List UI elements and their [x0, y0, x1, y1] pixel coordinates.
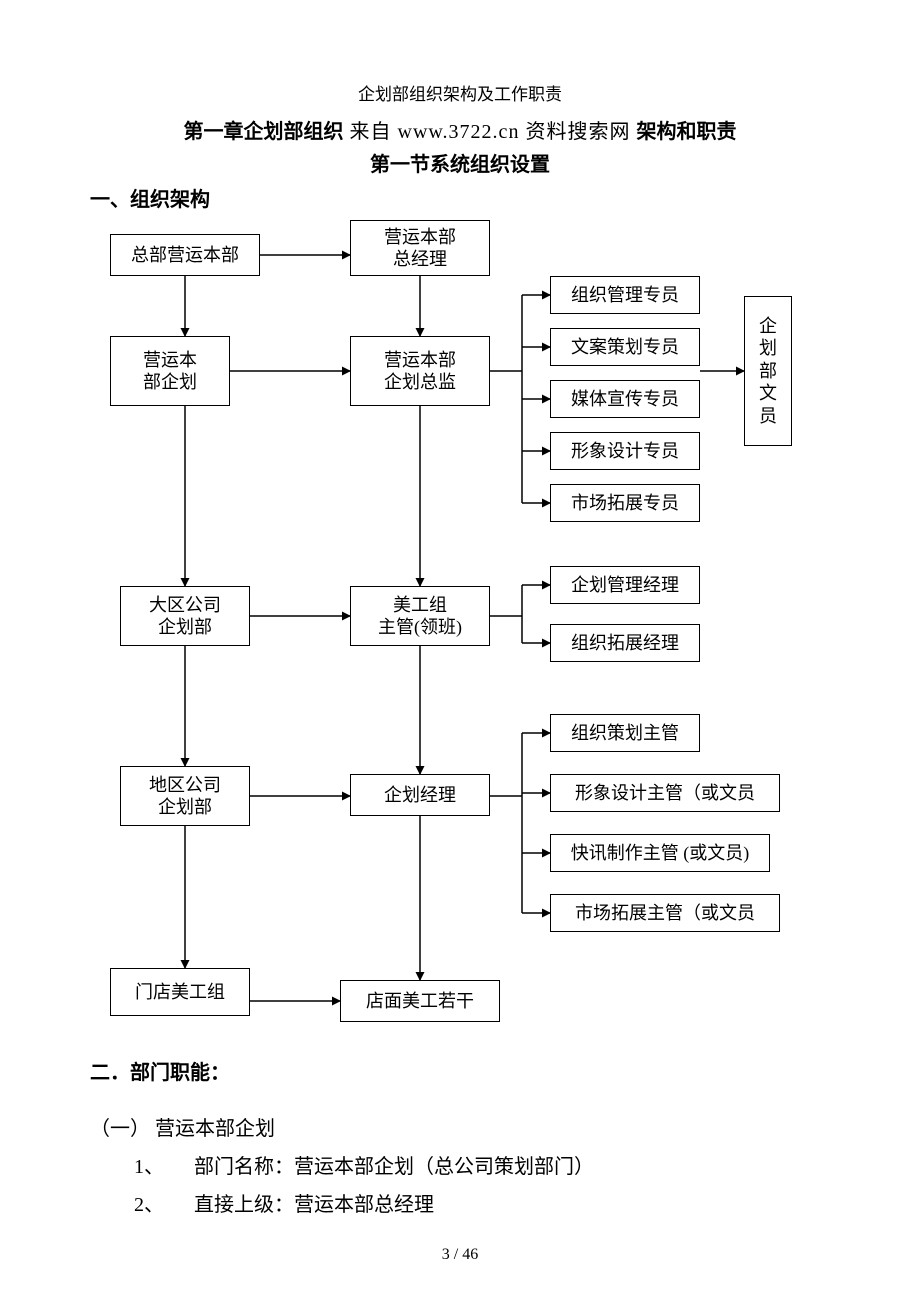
chapter-suffix: 架构和职责	[636, 115, 736, 144]
heading-dept-functions: 二．部门职能：	[90, 1054, 830, 1092]
org-node-n_art: 美工组 主管(领班)	[350, 586, 490, 646]
org-node-n_local: 地区公司 企划部	[120, 766, 250, 826]
org-node-n_spec3: 媒体宣传专员	[550, 380, 700, 418]
chapter-prefix: 第一章企划部组织	[184, 115, 344, 144]
sub-heading-1: （一） 营运本部企划	[90, 1110, 830, 1148]
org-node-n_storeart: 店面美工若干	[340, 980, 500, 1022]
heading-org-structure: 一、组织架构	[90, 183, 830, 212]
org-node-n_sup1: 组织策划主管	[550, 714, 700, 752]
org-node-n_sup3: 快讯制作主管 (或文员)	[550, 834, 770, 872]
org-node-n_mgr2: 组织拓展经理	[550, 624, 700, 662]
page-number: 3 / 46	[0, 1246, 920, 1264]
section-title: 第一节系统组织设置	[90, 148, 830, 177]
org-node-n_store: 门店美工组	[110, 968, 250, 1016]
org-node-n_sup4: 市场拓展主管（或文员	[550, 894, 780, 932]
doc-title: 企划部组织架构及工作职责	[90, 80, 830, 105]
org-node-n_gm: 营运本部 总经理	[350, 220, 490, 276]
chapter-row: 第一章企划部组织 来自 www.3722.cn 资料搜索网 架构和职责	[90, 115, 830, 144]
org-node-n_region: 大区公司 企划部	[120, 586, 250, 646]
org-node-n_clerk: 企 划 部 文 员	[744, 296, 792, 446]
org-node-n_spec1: 组织管理专员	[550, 276, 700, 314]
org-node-n_hq: 总部营运本部	[110, 234, 260, 276]
watermark-text: 来自 www.3722.cn 资料搜索网	[350, 115, 631, 144]
org-node-n_planmgr: 企划经理	[350, 774, 490, 816]
body-text: 二．部门职能： （一） 营运本部企划 1、 部门名称：营运本部企划（总公司策划部…	[90, 1054, 830, 1224]
org-node-n_plan: 营运本 部企划	[110, 336, 230, 406]
org-chart: 总部营运本部 营运本部 总经理营运本 部企划 营运本部 企划总监 组织管理专员文案策划…	[90, 216, 830, 1036]
org-node-n_spec5: 市场拓展专员	[550, 484, 700, 522]
org-node-n_dir: 营运本部 企划总监	[350, 336, 490, 406]
list-item-1: 1、 部门名称：营运本部企划（总公司策划部门）	[90, 1148, 830, 1186]
list-item-2: 2、 直接上级：营运本部总经理	[90, 1186, 830, 1224]
org-node-n_spec4: 形象设计专员	[550, 432, 700, 470]
org-node-n_mgr1: 企划管理经理	[550, 566, 700, 604]
org-node-n_sup2: 形象设计主管（或文员	[550, 774, 780, 812]
document-page: 企划部组织架构及工作职责 第一章企划部组织 来自 www.3722.cn 资料搜…	[0, 0, 920, 1300]
org-node-n_spec2: 文案策划专员	[550, 328, 700, 366]
